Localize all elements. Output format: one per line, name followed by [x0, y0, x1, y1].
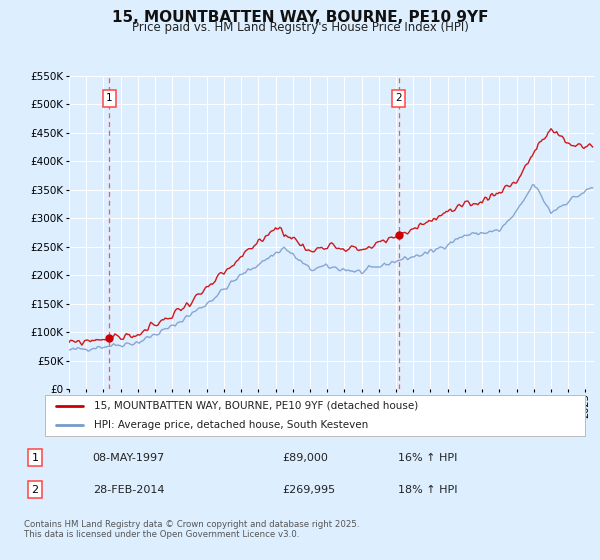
Text: £269,995: £269,995 [283, 485, 336, 495]
Text: Contains HM Land Registry data © Crown copyright and database right 2025.
This d: Contains HM Land Registry data © Crown c… [24, 520, 359, 539]
Text: 2: 2 [31, 485, 38, 495]
Text: 2: 2 [395, 94, 402, 104]
Text: 08-MAY-1997: 08-MAY-1997 [92, 452, 165, 463]
Text: £89,000: £89,000 [283, 452, 329, 463]
Text: HPI: Average price, detached house, South Kesteven: HPI: Average price, detached house, Sout… [94, 419, 368, 430]
Text: 16% ↑ HPI: 16% ↑ HPI [398, 452, 457, 463]
Text: 18% ↑ HPI: 18% ↑ HPI [398, 485, 457, 495]
Text: 1: 1 [106, 94, 113, 104]
Text: 15, MOUNTBATTEN WAY, BOURNE, PE10 9YF: 15, MOUNTBATTEN WAY, BOURNE, PE10 9YF [112, 10, 488, 25]
Text: Price paid vs. HM Land Registry's House Price Index (HPI): Price paid vs. HM Land Registry's House … [131, 21, 469, 34]
Text: 28-FEB-2014: 28-FEB-2014 [92, 485, 164, 495]
Text: 15, MOUNTBATTEN WAY, BOURNE, PE10 9YF (detached house): 15, MOUNTBATTEN WAY, BOURNE, PE10 9YF (d… [94, 401, 418, 411]
Text: 1: 1 [32, 452, 38, 463]
